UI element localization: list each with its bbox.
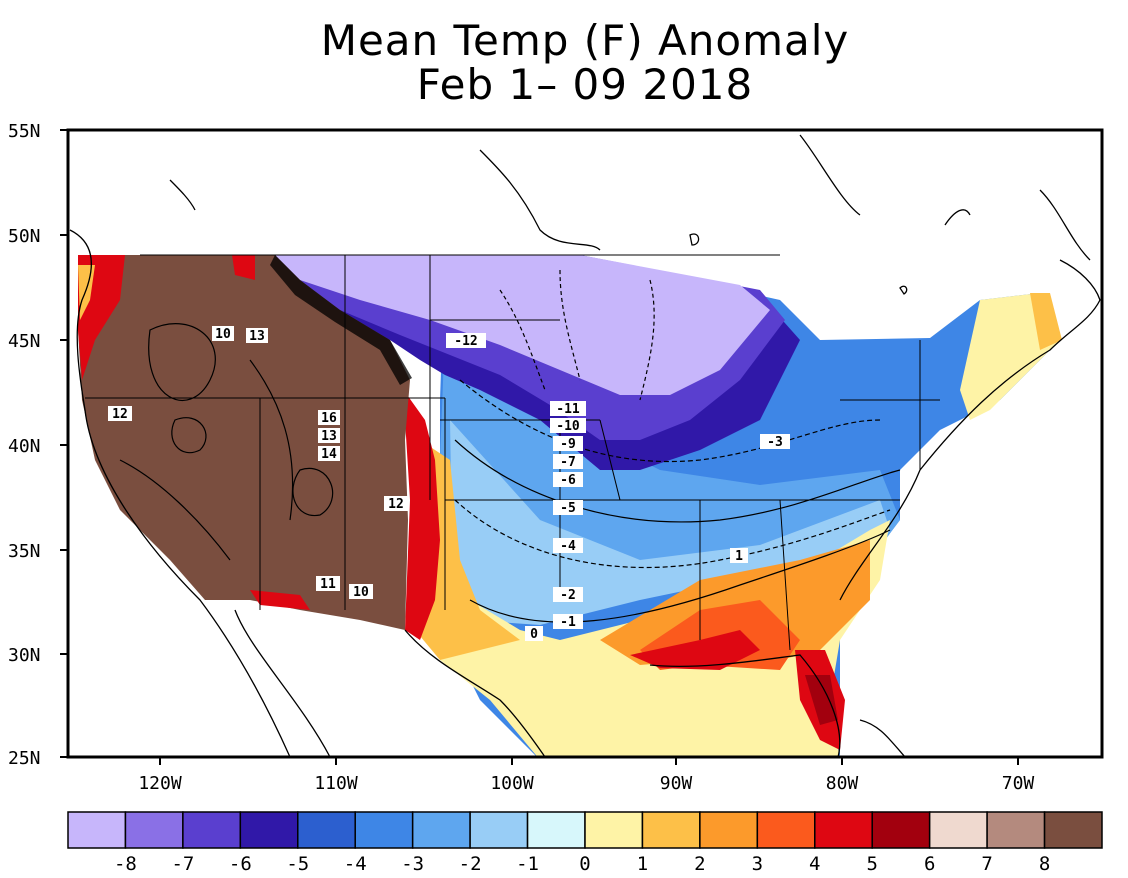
- legend-swatch: [756, 811, 816, 849]
- contour-label: 11: [320, 577, 336, 592]
- map-frame: [66, 128, 1104, 759]
- lat-label-50n: 50N: [8, 226, 41, 247]
- front-gradient-band: [270, 255, 412, 385]
- legend-swatch: [928, 811, 988, 849]
- color-legend: -8 -7 -6 -5 -4 -3 -2 -1 0 1 2 3 4 5 6 7 8: [67, 811, 1103, 875]
- contour-label: -6: [560, 473, 576, 488]
- legend-label: 1: [637, 853, 648, 875]
- contour-label: 1: [735, 549, 743, 564]
- legend-label: -1: [516, 853, 539, 875]
- legend-swatch: [1043, 811, 1103, 849]
- legend-label: -6: [229, 853, 252, 875]
- contour-label: -1: [560, 615, 576, 630]
- legend-swatch: [469, 811, 529, 849]
- contour-label: -9: [560, 437, 576, 452]
- legend-label: -4: [344, 853, 367, 875]
- legend-label: -2: [459, 853, 482, 875]
- legend-label: -3: [401, 853, 424, 875]
- legend-swatch: [699, 811, 759, 849]
- contour-label: -4: [560, 539, 576, 554]
- contour-label: -11: [556, 402, 580, 417]
- lon-label-120w: 120W: [138, 773, 182, 794]
- legend-label: -5: [286, 853, 309, 875]
- legend-label: 4: [809, 853, 820, 875]
- map-title-line1: Mean Temp (F) Anomaly: [320, 16, 850, 65]
- legend-swatch: [411, 811, 471, 849]
- field-minus8: [275, 255, 770, 395]
- field-fl-plus6: [805, 675, 838, 725]
- legend-label: -8: [114, 853, 137, 875]
- lon-label-70w: 70W: [1002, 773, 1035, 794]
- contour-label: -2: [560, 588, 576, 603]
- lat-label-55n: 55N: [8, 121, 41, 142]
- legend-label: 8: [1039, 853, 1050, 875]
- contour-label: 16: [321, 411, 337, 426]
- contour-label: 14: [321, 447, 337, 462]
- contour-lines: [119, 269, 901, 623]
- legend-swatch: [67, 811, 127, 849]
- coastlines: [69, 134, 1101, 758]
- lat-axis: 55N 50N 45N 40N 35N 30N 25N: [8, 121, 68, 769]
- contour-label: -12: [454, 334, 477, 349]
- contour-label: 10: [215, 327, 231, 342]
- legend-swatch: [239, 811, 299, 849]
- field-ne-plus1: [960, 293, 1060, 420]
- legend-swatch: [182, 811, 242, 849]
- field-tx-plus2: [415, 440, 520, 660]
- legend-swatch: [124, 811, 184, 849]
- contour-label: 13: [249, 329, 265, 344]
- contour-value-labels: 10 13 12 16 13 14 12 11 10 -12 -11 -10 -…: [108, 326, 790, 642]
- legend-label: 5: [866, 853, 877, 875]
- lon-label-80w: 80W: [826, 773, 859, 794]
- legend-swatch: [986, 811, 1046, 849]
- contour-label: -5: [560, 501, 576, 516]
- contour-label: 13: [321, 429, 337, 444]
- legend-swatch: [354, 811, 414, 849]
- legend-label: 6: [924, 853, 935, 875]
- contour-label: 0: [530, 627, 538, 642]
- contour-label: -3: [767, 435, 783, 450]
- field-coast-plus2: [78, 265, 95, 320]
- contour-label: -10: [556, 419, 580, 434]
- contour-label: 12: [388, 497, 404, 512]
- lat-label-40n: 40N: [8, 436, 41, 457]
- legend-label: 2: [694, 853, 705, 875]
- map-title-line2: Feb 1– 09 2018: [416, 60, 754, 109]
- lon-label-100w: 100W: [490, 773, 534, 794]
- lon-axis: 120W 110W 100W 90W 80W 70W: [138, 757, 1034, 794]
- field-ne-plus2: [1030, 293, 1062, 350]
- lat-label-45n: 45N: [8, 331, 41, 352]
- legend-swatch: [871, 811, 931, 849]
- legend-swatch: [814, 811, 873, 849]
- contour-label: 10: [353, 585, 369, 600]
- legend-swatch: [526, 811, 586, 849]
- field-west-plus8: [78, 255, 410, 630]
- lat-label-30n: 30N: [8, 645, 41, 666]
- field-idaho-plus5: [232, 255, 255, 280]
- lon-label-110w: 110W: [314, 773, 358, 794]
- contour-label: -7: [560, 455, 576, 470]
- legend-swatch: [641, 811, 701, 849]
- lat-label-35n: 35N: [8, 541, 41, 562]
- legend-swatch: [297, 811, 356, 849]
- contour-label: 12: [112, 407, 128, 422]
- legend-swatch: [584, 811, 644, 849]
- legend-label: 7: [981, 853, 992, 875]
- field-az-plus5: [250, 590, 310, 610]
- lat-label-25n: 25N: [8, 748, 41, 769]
- field-se-plus5: [630, 630, 760, 670]
- legend-label: 0: [579, 853, 590, 875]
- legend-label: 3: [752, 853, 763, 875]
- legend-label: -7: [171, 853, 194, 875]
- lon-label-90w: 90W: [660, 773, 693, 794]
